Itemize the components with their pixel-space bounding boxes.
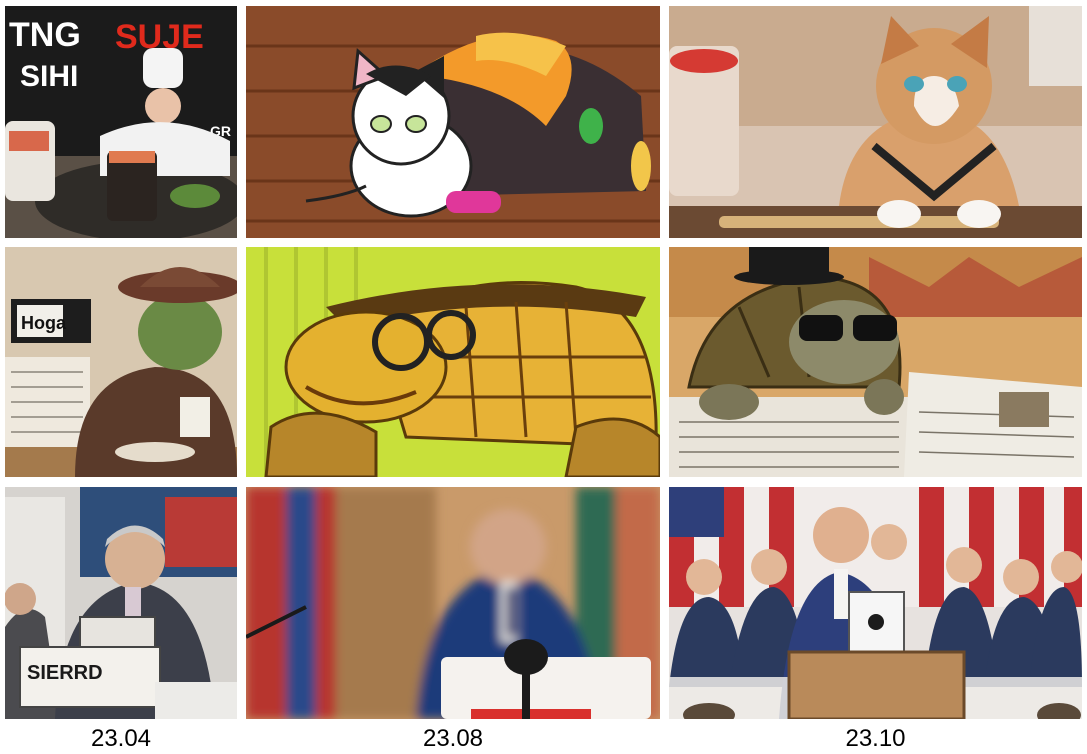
caption-23-08: 23.08 xyxy=(422,725,484,752)
image-r3c2-blurry-politician xyxy=(246,487,660,719)
podium-sign-text: SIERRD xyxy=(27,662,103,684)
caption-23-10: 23.10 xyxy=(845,725,906,752)
sushi-title-text-3: SIHI xyxy=(20,60,78,93)
sushi-title-text-1: TNG xyxy=(9,16,81,54)
image-r2c3-tortoise-newspaper xyxy=(669,247,1082,477)
image-r2c1-turtle-in-suit: Hoga xyxy=(5,247,237,477)
image-r2c2-cartoon-turtle xyxy=(246,247,660,477)
image-r1c2-cartoon-cat xyxy=(246,6,660,238)
image-r1c1-sushi-chef: TNG SUJE SIHI GR xyxy=(5,6,237,238)
caption-23-04: 23.04 xyxy=(90,725,152,752)
image-r3c1-politician-podium: SIERRD xyxy=(5,487,237,719)
hoga-sign-text: Hoga xyxy=(21,313,67,333)
image-r3c3-politician-crowd xyxy=(669,487,1082,719)
image-r1c3-cat-sushi-bar xyxy=(669,6,1082,238)
